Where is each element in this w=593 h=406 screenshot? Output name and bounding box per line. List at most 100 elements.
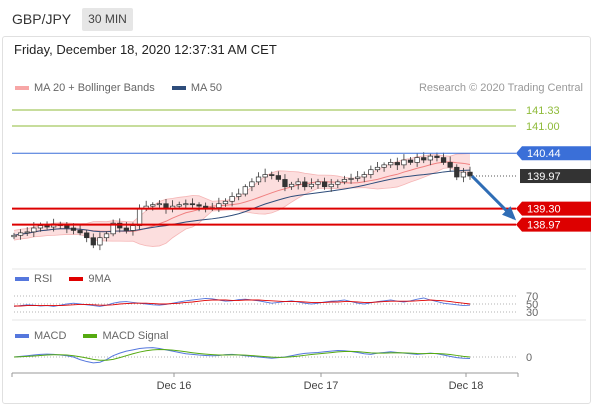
- macd-legend-swatch: [15, 334, 29, 339]
- rsi-level-label: 30: [526, 307, 538, 319]
- ma50-line: [13, 169, 471, 236]
- candle-body: [130, 225, 136, 231]
- candle-body: [103, 233, 110, 239]
- price-legend: MA 20 + Bollinger Bands MA 50: [15, 82, 222, 94]
- candle-body: [77, 230, 83, 234]
- x-tick-label: Dec 17: [304, 380, 339, 392]
- candle-body: [262, 174, 268, 178]
- bollinger-lower-line: [13, 167, 471, 247]
- candle-body: [447, 162, 453, 168]
- support-level-label: 139.30: [527, 204, 561, 216]
- ma20-legend-label: MA 20 + Bollinger Bands: [34, 82, 155, 94]
- datetime-label: Friday, December 18, 2020 12:37:31 AM CE…: [14, 42, 277, 57]
- candle-body: [242, 186, 248, 195]
- candle-body: [394, 162, 400, 166]
- candle-body: [37, 225, 44, 229]
- candle-body: [255, 176, 262, 183]
- rsi9ma-legend-label: 9MA: [88, 273, 112, 285]
- candle-body: [150, 204, 156, 207]
- macd-legend-label: MACD: [34, 330, 67, 342]
- candle-body: [70, 227, 77, 231]
- ma20-legend-swatch: [15, 86, 29, 91]
- candle-body: [348, 178, 354, 180]
- candle-body: [64, 225, 70, 229]
- candle-body: [110, 222, 116, 235]
- candle-body: [282, 179, 288, 188]
- candle-body: [97, 237, 103, 246]
- resistance-level-tag: [516, 146, 591, 161]
- candle-body: [427, 155, 433, 161]
- candle-body: [407, 159, 414, 163]
- candle-body: [381, 164, 387, 168]
- candle-body: [123, 227, 129, 231]
- rsi-legend-swatch: [15, 277, 29, 282]
- support-level-label: 138.97: [527, 220, 561, 232]
- rsi-line: [13, 297, 471, 307]
- candle-body: [249, 181, 255, 188]
- target-level-label: 141.00: [526, 121, 560, 133]
- candle-body: [236, 193, 242, 197]
- candle-body: [414, 157, 420, 163]
- target-level-label: 141.33: [526, 105, 560, 117]
- candle-body: [440, 157, 447, 163]
- candle-body: [421, 157, 427, 161]
- candle-body: [341, 179, 348, 183]
- candle-body: [17, 232, 24, 236]
- candle-body: [288, 183, 295, 188]
- rsi-legend-label: RSI: [34, 273, 53, 285]
- candle-body: [388, 162, 394, 166]
- candle-body: [335, 181, 341, 185]
- candle-body: [269, 174, 275, 176]
- forecast-arrow-head: [501, 206, 517, 221]
- rsi-level-label: 50: [526, 299, 538, 311]
- candle-body: [302, 181, 308, 188]
- candle-body: [31, 227, 37, 233]
- symbol-label: GBP/JPY: [12, 11, 72, 27]
- candle-body: [308, 183, 315, 188]
- macd-level-label: 0: [526, 352, 532, 364]
- timeframe-button[interactable]: 30 MIN: [82, 8, 133, 31]
- macd-signal-legend-label: MACD Signal: [102, 330, 169, 342]
- candle-body: [90, 237, 96, 246]
- bollinger-upper-line: [13, 153, 471, 231]
- candle-body: [222, 200, 229, 205]
- x-tick-label: Dec 18: [449, 380, 484, 392]
- credit-label: Research © 2020 Trading Central: [418, 82, 583, 94]
- candle-body: [467, 171, 473, 177]
- candle-body: [275, 175, 281, 180]
- candle-body: [196, 204, 202, 207]
- ma50-legend-swatch: [171, 86, 186, 91]
- x-tick-label: Dec 16: [157, 380, 192, 392]
- candle-body: [156, 203, 163, 206]
- ma50-legend-label: MA 50: [190, 82, 223, 94]
- rsi-legend: RSI 9MA: [15, 273, 111, 285]
- candle-body: [295, 181, 301, 185]
- macd-signal-line: [13, 348, 471, 361]
- last-price-label: 139.97: [527, 171, 561, 183]
- candle-body: [374, 166, 381, 171]
- candle-body: [454, 166, 460, 178]
- support-level-tag: [516, 201, 591, 216]
- candle-body: [460, 171, 467, 178]
- candle-body: [361, 174, 367, 178]
- candle-body: [321, 181, 328, 188]
- resistance-level-label: 140.44: [527, 148, 561, 160]
- candle-body: [183, 203, 189, 206]
- candle-body: [315, 181, 321, 185]
- candle-body: [355, 176, 361, 179]
- header-bar: GBP/JPY 30 MIN: [0, 0, 593, 36]
- candle-body: [189, 203, 196, 206]
- candle-body: [216, 203, 222, 208]
- candle-body: [136, 208, 143, 226]
- rsi-level-label: 70: [526, 291, 538, 303]
- rsi-9ma-line: [14, 299, 471, 307]
- candle-body: [24, 231, 30, 234]
- candle-body: [176, 204, 182, 207]
- support-level-tag: [516, 217, 591, 232]
- candle-body: [434, 155, 440, 158]
- rsi9ma-legend-swatch: [69, 277, 84, 282]
- candle-body: [401, 159, 407, 166]
- candle-body: [84, 232, 90, 239]
